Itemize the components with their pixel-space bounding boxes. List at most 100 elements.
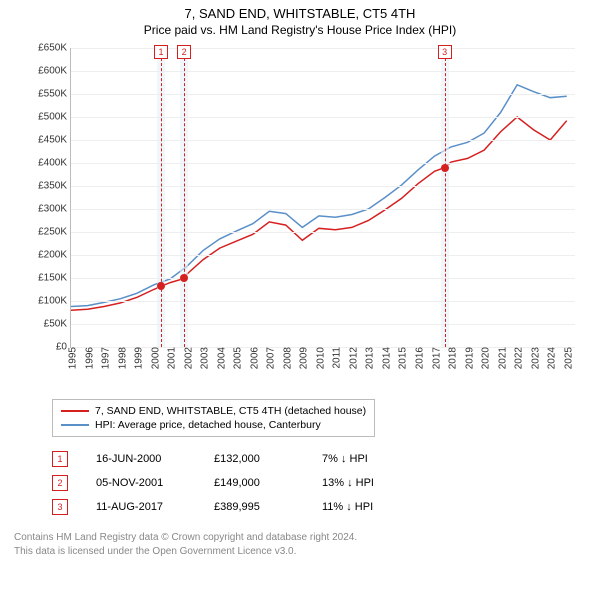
x-axis-label: 2007 bbox=[262, 347, 277, 369]
x-axis-label: 2010 bbox=[311, 347, 326, 369]
y-axis-label: £400K bbox=[38, 158, 71, 169]
chart-subtitle: Price paid vs. HM Land Registry's House … bbox=[0, 21, 600, 43]
attribution: Contains HM Land Registry data © Crown c… bbox=[14, 531, 600, 558]
gridline bbox=[71, 48, 575, 49]
y-axis-label: £550K bbox=[38, 89, 71, 100]
x-axis-label: 2003 bbox=[196, 347, 211, 369]
sale-date: 05-NOV-2001 bbox=[96, 477, 186, 489]
sale-index: 1 bbox=[52, 451, 68, 467]
legend-row: 7, SAND END, WHITSTABLE, CT5 4TH (detach… bbox=[61, 404, 366, 418]
sale-row: 1 16-JUN-2000 £132,000 7% ↓ HPI bbox=[52, 447, 600, 471]
sales-table: 1 16-JUN-2000 £132,000 7% ↓ HPI 2 05-NOV-2001… bbox=[52, 447, 600, 519]
gridline bbox=[71, 94, 575, 95]
x-axis-label: 2024 bbox=[543, 347, 558, 369]
gridline bbox=[71, 278, 575, 279]
sale-index: 3 bbox=[52, 499, 68, 515]
sale-vline bbox=[445, 48, 446, 347]
sale-price: £132,000 bbox=[214, 453, 294, 465]
y-axis-label: £250K bbox=[38, 227, 71, 238]
y-axis-label: £650K bbox=[38, 43, 71, 54]
x-axis-label: 2012 bbox=[344, 347, 359, 369]
gridline bbox=[71, 71, 575, 72]
gridline bbox=[71, 163, 575, 164]
sale-delta: 11% ↓ HPI bbox=[322, 501, 412, 513]
sale-dot bbox=[441, 164, 449, 172]
x-axis-label: 1995 bbox=[64, 347, 79, 369]
series-hpi bbox=[71, 85, 567, 307]
chart-title: 7, SAND END, WHITSTABLE, CT5 4TH bbox=[0, 0, 600, 21]
sale-row: 2 05-NOV-2001 £149,000 13% ↓ HPI bbox=[52, 471, 600, 495]
x-axis-label: 1999 bbox=[130, 347, 145, 369]
x-axis-label: 1996 bbox=[80, 347, 95, 369]
x-axis-label: 2013 bbox=[361, 347, 376, 369]
plot-area: £0£50K£100K£150K£200K£250K£300K£350K£400… bbox=[70, 48, 575, 348]
x-axis-label: 2025 bbox=[559, 347, 574, 369]
chart-area: £0£50K£100K£150K£200K£250K£300K£350K£400… bbox=[20, 43, 580, 393]
attribution-line: This data is licensed under the Open Gov… bbox=[14, 545, 600, 559]
sale-index: 2 bbox=[52, 475, 68, 491]
x-axis-label: 2022 bbox=[510, 347, 525, 369]
sale-price: £149,000 bbox=[214, 477, 294, 489]
y-axis-label: £150K bbox=[38, 273, 71, 284]
x-axis-label: 2016 bbox=[411, 347, 426, 369]
x-axis-label: 2021 bbox=[493, 347, 508, 369]
sale-date: 16-JUN-2000 bbox=[96, 453, 186, 465]
x-axis-label: 2019 bbox=[460, 347, 475, 369]
x-axis-label: 2020 bbox=[477, 347, 492, 369]
series-svg bbox=[71, 48, 575, 347]
y-axis-label: £450K bbox=[38, 135, 71, 146]
sale-price: £389,995 bbox=[214, 501, 294, 513]
gridline bbox=[71, 117, 575, 118]
sale-marker-box: 1 bbox=[154, 45, 168, 59]
chart-container: 7, SAND END, WHITSTABLE, CT5 4TH Price p… bbox=[0, 0, 600, 558]
x-axis-label: 2000 bbox=[146, 347, 161, 369]
legend: 7, SAND END, WHITSTABLE, CT5 4TH (detach… bbox=[52, 399, 375, 437]
x-axis-label: 2015 bbox=[394, 347, 409, 369]
gridline bbox=[71, 232, 575, 233]
sale-dot bbox=[180, 274, 188, 282]
y-axis-label: £300K bbox=[38, 204, 71, 215]
y-axis-label: £100K bbox=[38, 296, 71, 307]
sale-vline bbox=[184, 48, 185, 347]
attribution-line: Contains HM Land Registry data © Crown c… bbox=[14, 531, 600, 545]
gridline bbox=[71, 301, 575, 302]
legend-swatch bbox=[61, 424, 89, 426]
y-axis-label: £200K bbox=[38, 250, 71, 261]
gridline bbox=[71, 209, 575, 210]
series-property bbox=[71, 117, 567, 310]
legend-label: HPI: Average price, detached house, Cant… bbox=[95, 419, 321, 431]
gridline bbox=[71, 255, 575, 256]
sale-row: 3 11-AUG-2017 £389,995 11% ↓ HPI bbox=[52, 495, 600, 519]
sale-vline bbox=[161, 48, 162, 347]
legend-row: HPI: Average price, detached house, Cant… bbox=[61, 418, 366, 432]
x-axis-label: 2008 bbox=[278, 347, 293, 369]
sale-delta: 13% ↓ HPI bbox=[322, 477, 412, 489]
legend-label: 7, SAND END, WHITSTABLE, CT5 4TH (detach… bbox=[95, 405, 366, 417]
y-axis-label: £50K bbox=[44, 319, 71, 330]
sale-date: 11-AUG-2017 bbox=[96, 501, 186, 513]
sale-dot bbox=[157, 282, 165, 290]
sale-marker-box: 2 bbox=[177, 45, 191, 59]
x-axis-label: 2005 bbox=[229, 347, 244, 369]
gridline bbox=[71, 186, 575, 187]
x-axis-label: 2002 bbox=[179, 347, 194, 369]
x-axis-label: 2001 bbox=[163, 347, 178, 369]
y-axis-label: £600K bbox=[38, 66, 71, 77]
x-axis-label: 2023 bbox=[526, 347, 541, 369]
x-axis-label: 2006 bbox=[245, 347, 260, 369]
gridline bbox=[71, 324, 575, 325]
x-axis-label: 2018 bbox=[444, 347, 459, 369]
x-axis-label: 1997 bbox=[97, 347, 112, 369]
x-axis-label: 2017 bbox=[427, 347, 442, 369]
y-axis-label: £350K bbox=[38, 181, 71, 192]
legend-swatch bbox=[61, 410, 89, 412]
sale-delta: 7% ↓ HPI bbox=[322, 453, 412, 465]
sale-marker-box: 3 bbox=[438, 45, 452, 59]
x-axis-label: 2011 bbox=[328, 347, 343, 369]
x-axis-label: 2004 bbox=[212, 347, 227, 369]
x-axis-label: 2009 bbox=[295, 347, 310, 369]
x-axis-label: 2014 bbox=[377, 347, 392, 369]
gridline bbox=[71, 140, 575, 141]
x-axis-label: 1998 bbox=[113, 347, 128, 369]
y-axis-label: £500K bbox=[38, 112, 71, 123]
